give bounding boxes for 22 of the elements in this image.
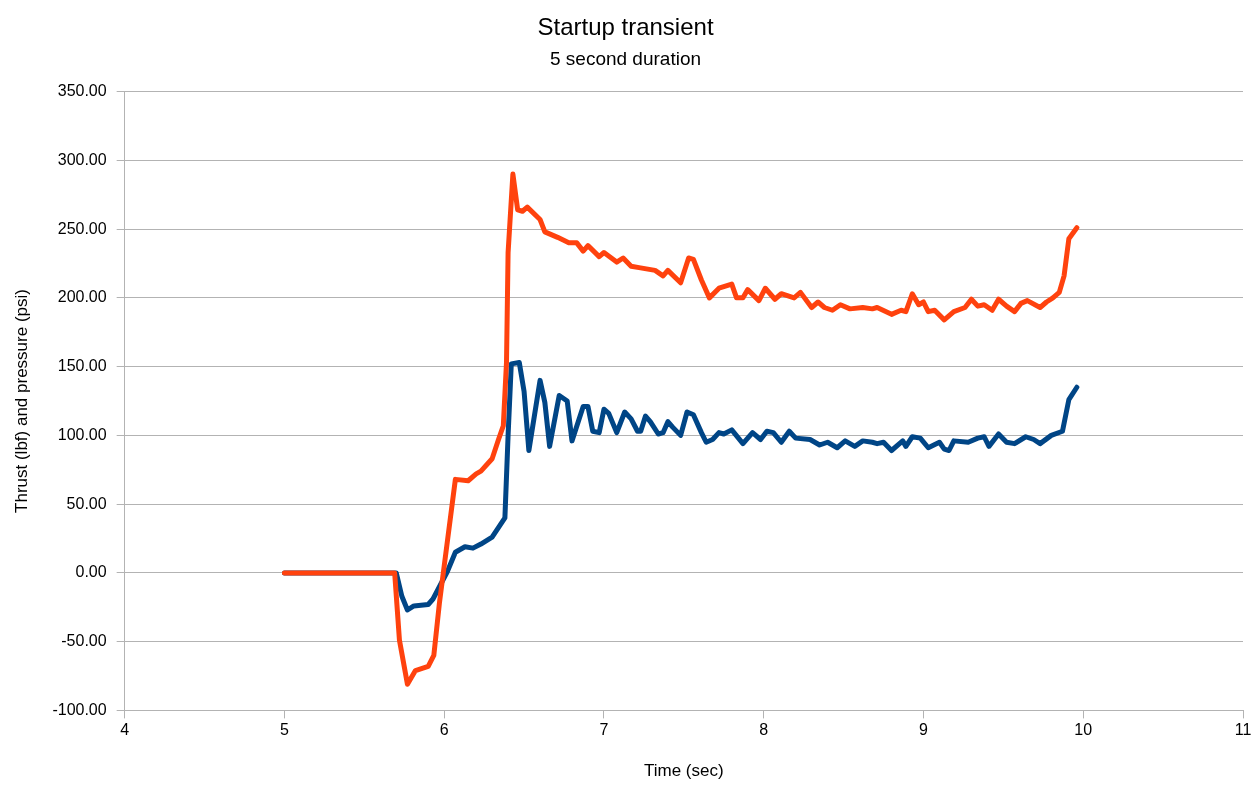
y-tick-label: 0.00 [75,563,107,581]
x-tick-label: 6 [439,721,449,739]
x-tick-label: 5 [279,721,289,739]
x-axis-title: Time (sec) [644,761,724,781]
y-tick-label: 50.00 [66,494,107,512]
x-tick-label: 4 [120,721,130,739]
x-tick-label: 11 [1234,721,1252,739]
x-tick-label: 7 [599,721,609,739]
chart-title: Startup transient [537,13,714,41]
y-tick-label: 350.00 [57,82,107,100]
y-tick-label: -50.00 [61,632,107,650]
x-tick-label: 8 [759,721,769,739]
y-axis-title: Thrust (lbf) and pressure (psi) [11,289,31,513]
y-tick-label: 250.00 [57,219,107,237]
x-tick-label: 9 [919,721,929,739]
y-tick-label: 150.00 [57,357,107,375]
y-tick-label: -100.00 [52,700,107,718]
x-tick-label: 10 [1074,721,1093,739]
chart-subtitle: 5 second duration [549,48,702,70]
y-tick-label: 200.00 [57,288,107,306]
y-tick-label: 100.00 [57,425,107,443]
y-tick-label: 300.00 [57,150,107,168]
